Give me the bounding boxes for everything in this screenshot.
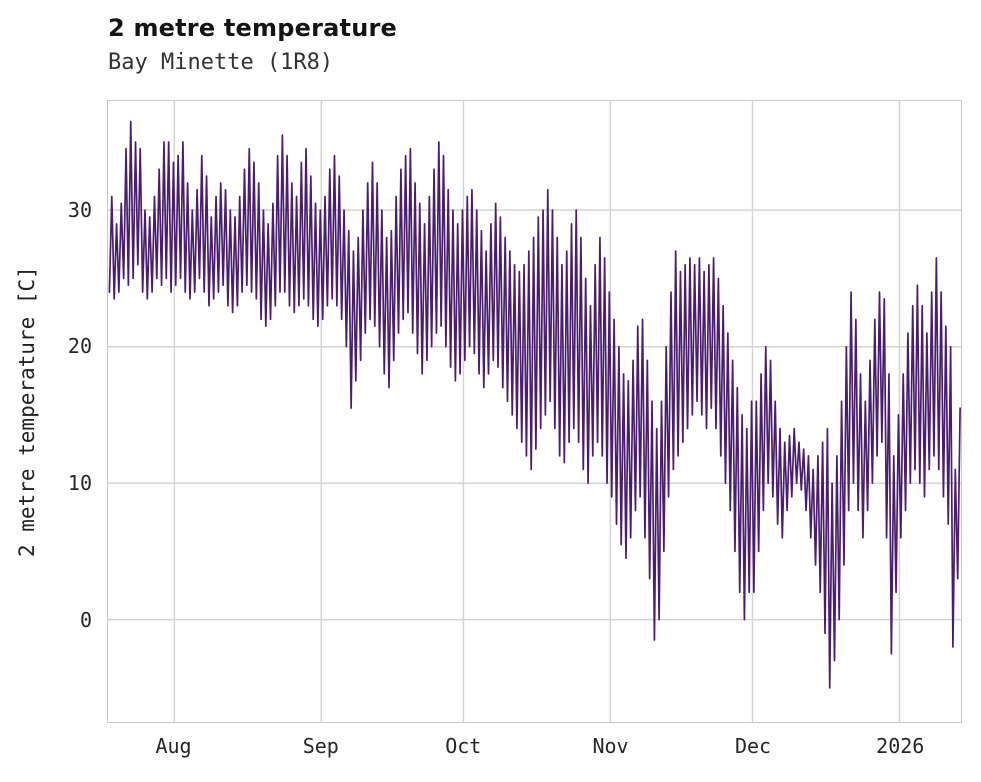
y-tick-label: 10 xyxy=(67,471,92,496)
y-tick-label: 30 xyxy=(67,197,92,222)
x-tick-label: Nov xyxy=(592,734,629,758)
plot-area xyxy=(107,100,962,723)
chart-subtitle: Bay Minette (1R8) xyxy=(108,50,334,75)
x-tick-label: Oct xyxy=(445,734,482,758)
x-tick-label: Sep xyxy=(302,734,339,758)
x-tick-label: Dec xyxy=(734,734,772,758)
temperature-line-chart xyxy=(108,101,961,722)
x-tick-label: 2026 xyxy=(876,734,925,758)
y-tick-label: 0 xyxy=(79,608,92,633)
x-tick-label: Aug xyxy=(155,734,192,758)
chart-title: 2 metre temperature xyxy=(108,14,397,42)
y-tick-label: 20 xyxy=(67,334,92,359)
temperature-series-line xyxy=(108,120,961,689)
grid-lines xyxy=(108,101,961,722)
